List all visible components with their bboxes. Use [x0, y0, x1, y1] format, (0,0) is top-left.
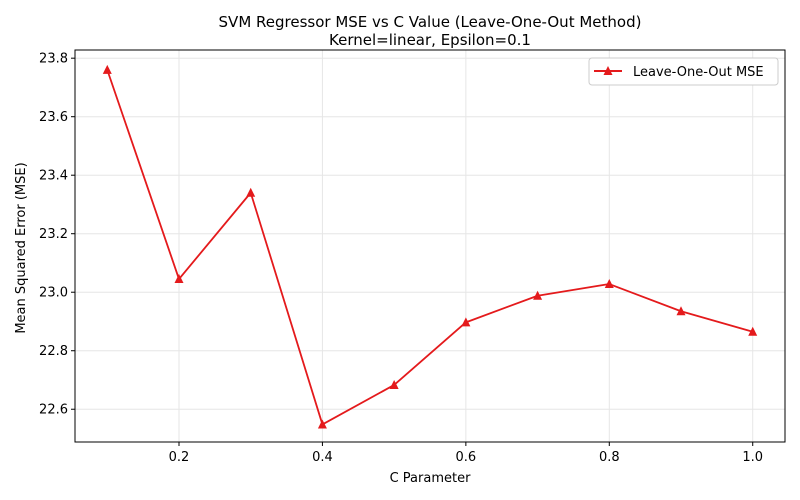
plot-frame	[74, 49, 786, 443]
y-tick-label: 23.4	[39, 169, 68, 184]
axes-layer: 0.2 0.4 0.6 0.8 1.0 22.6 22.8 23.0 23.2 23.4 23.6 2…	[39, 49, 786, 465]
x-tick-label: 0.4	[312, 450, 333, 465]
data-point-marker	[748, 326, 758, 336]
y-tick-label: 22.8	[39, 344, 68, 359]
legend-label: Leave-One-Out MSE	[633, 65, 764, 80]
y-tick-label: 22.6	[39, 403, 68, 418]
legend: Leave-One-Out MSE	[588, 57, 779, 86]
x-tick-label: 1.0	[742, 450, 763, 465]
x-tick-label: 0.2	[169, 450, 190, 465]
chart-subtitle: Kernel=linear, Epsilon=0.1	[329, 31, 531, 49]
series-layer	[102, 64, 758, 429]
x-axis-label: C Parameter	[390, 471, 471, 486]
y-tick-label: 23.6	[39, 110, 68, 125]
chart-title: SVM Regressor MSE vs C Value (Leave-One-…	[219, 13, 642, 31]
data-point-marker	[676, 306, 686, 316]
data-point-marker	[246, 187, 256, 197]
y-tick-label: 23.0	[39, 286, 68, 301]
x-tick-label: 0.8	[599, 450, 620, 465]
legend-frame	[588, 57, 779, 86]
data-point-marker	[174, 274, 184, 284]
y-tick-label: 23.2	[39, 227, 68, 242]
x-tick-label: 0.6	[456, 450, 477, 465]
legend-marker-swatch	[603, 66, 613, 75]
data-point-marker	[102, 64, 112, 74]
series-line	[106, 69, 753, 426]
data-point-marker	[389, 379, 399, 389]
y-tick-label: 23.8	[39, 52, 68, 67]
data-point-marker	[317, 419, 327, 429]
data-point-marker	[533, 290, 543, 300]
data-point-marker	[461, 317, 471, 327]
grid-layer	[75, 50, 785, 442]
y-axis-label: Mean Squared Error (MSE)	[14, 162, 29, 333]
data-point-marker	[604, 279, 614, 289]
